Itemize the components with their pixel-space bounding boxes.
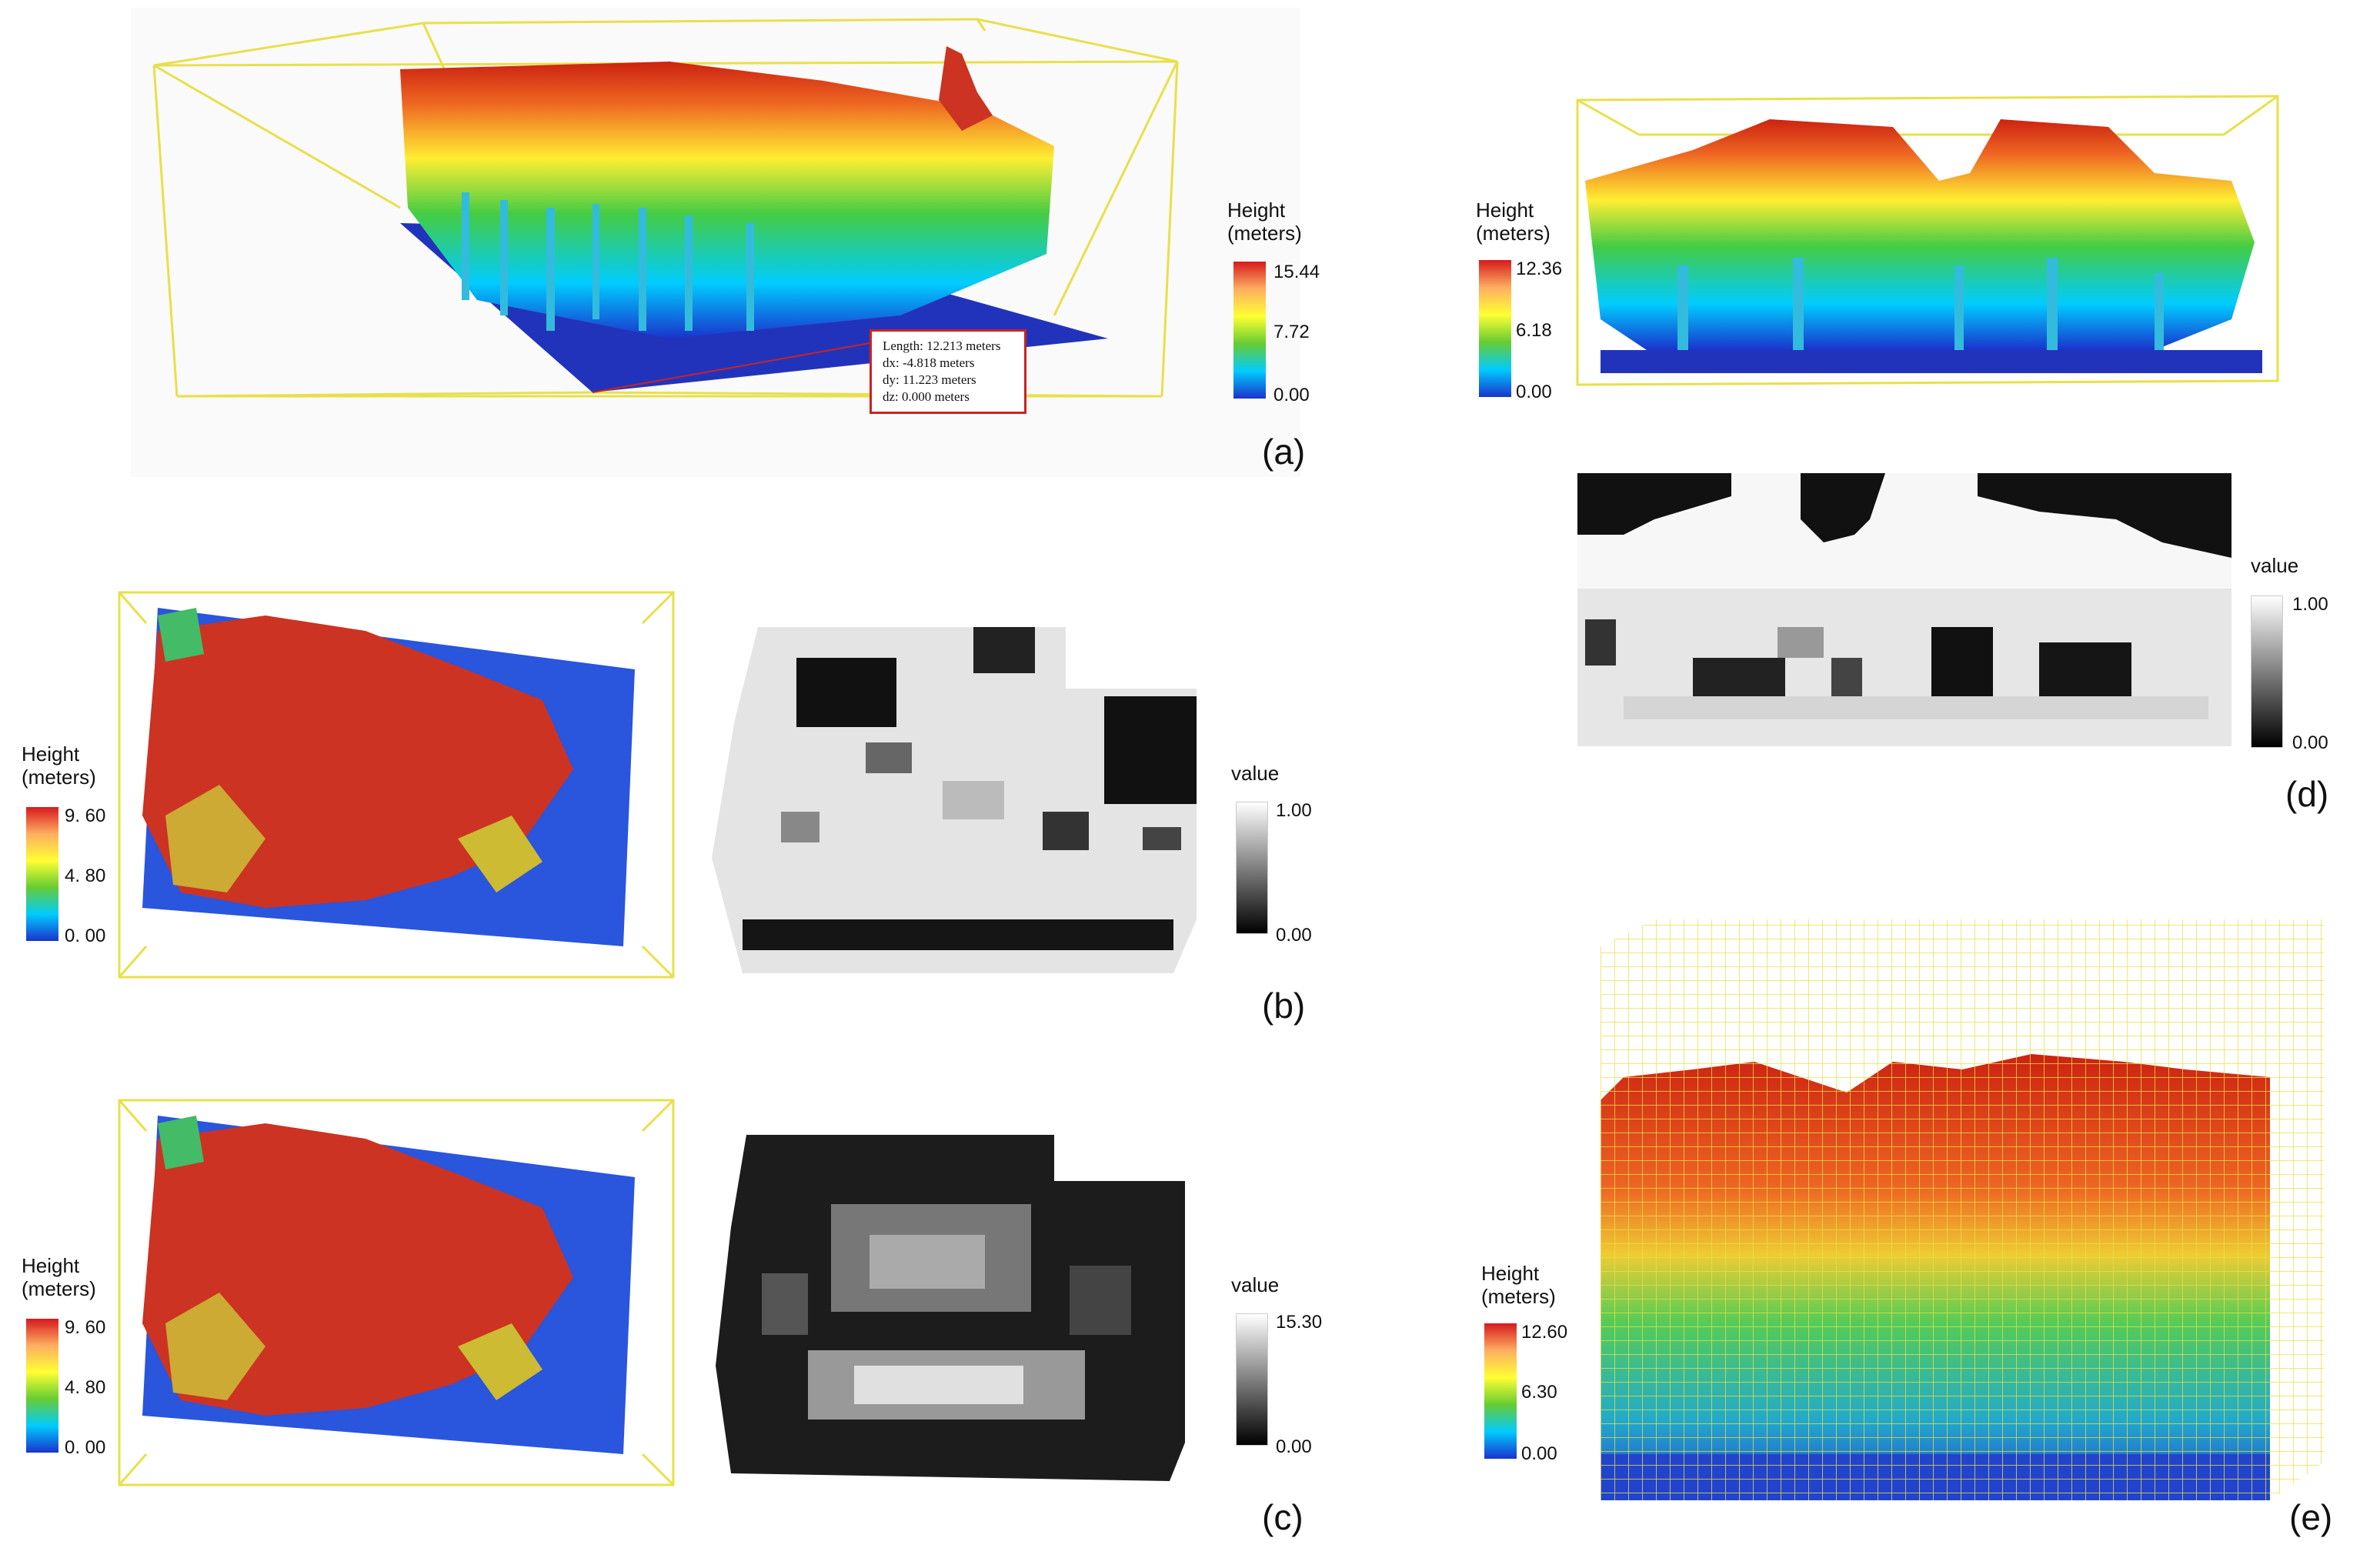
value-legend-b: value 1.00 0.00: [1231, 762, 1312, 946]
measure-length: Length: 12.213 meters: [883, 339, 1001, 353]
raster-d: [1577, 473, 2231, 746]
color-ramp-b: [26, 807, 58, 941]
color-ramp-c: [26, 1319, 58, 1453]
measurement-box: Length: 12.213 meters dx: -4.818 meters …: [870, 329, 1026, 414]
panel-label-d: (d): [2285, 774, 2329, 814]
legend-min-a: 0.00: [1273, 385, 1310, 405]
panel-a: Length: 12.213 meters dx: -4.818 meters …: [131, 8, 1300, 477]
panel-c-cloud: [112, 1093, 681, 1493]
tall-tree-a: [939, 46, 993, 131]
trunks-a: [462, 192, 754, 331]
canopy-d: [1585, 119, 2255, 350]
gray-ramp-d: [2251, 596, 2283, 748]
measure-dy: dy: 11.223 meters: [883, 372, 976, 387]
color-ramp-a: [1233, 262, 1266, 399]
panel-e-voxel: [1601, 869, 2324, 1516]
legend-title-a: Height (meters): [1227, 199, 1302, 245]
height-legend-c: Height (meters) 9. 60 4. 80 0. 00: [22, 1254, 106, 1458]
height-legend-b: Height (meters) 9. 60 4. 80 0. 00: [22, 742, 106, 946]
voxel-side: [2270, 919, 2324, 1500]
panel-b-cloud: [112, 585, 681, 985]
panel-d-cloud: [1570, 88, 2293, 396]
value-legend-c: value 15.30 0.00: [1231, 1273, 1323, 1457]
raster-b: [712, 627, 1197, 973]
measure-dz: dz: 0.000 meters: [883, 389, 970, 404]
height-legend-d: Height (meters) 12.36 6.18 0.00: [1476, 199, 1563, 402]
panel-label-c: (c): [1262, 1497, 1303, 1537]
legend-max-a: 15.44: [1273, 262, 1320, 282]
gray-ramp-b: [1236, 802, 1268, 934]
height-legend-a: Height (meters) 15.44 7.72 0.00: [1227, 199, 1350, 414]
measure-dx: dx: -4.818 meters: [883, 355, 975, 370]
panel-label-e: (e): [2289, 1497, 2333, 1537]
point-cloud-a: [152, 18, 1179, 398]
legend-mid-a: 7.72: [1273, 322, 1310, 342]
bounding-box-b: [118, 591, 675, 979]
voxel-top: [1601, 919, 2324, 946]
height-legend-e: Height (meters) 12.60 6.30 0.00: [1481, 1262, 1568, 1464]
bounding-box-c: [118, 1099, 675, 1486]
color-ramp-e: [1484, 1323, 1517, 1459]
gray-ramp-c: [1236, 1313, 1268, 1446]
color-ramp-d: [1479, 260, 1511, 397]
value-legend-d: value 1.00 0.00: [2251, 554, 2328, 753]
raster-c: [716, 1135, 1200, 1481]
panel-label-a: (a): [1262, 432, 1306, 472]
canopy-a: [400, 62, 1054, 339]
panel-label-b: (b): [1262, 986, 1306, 1026]
